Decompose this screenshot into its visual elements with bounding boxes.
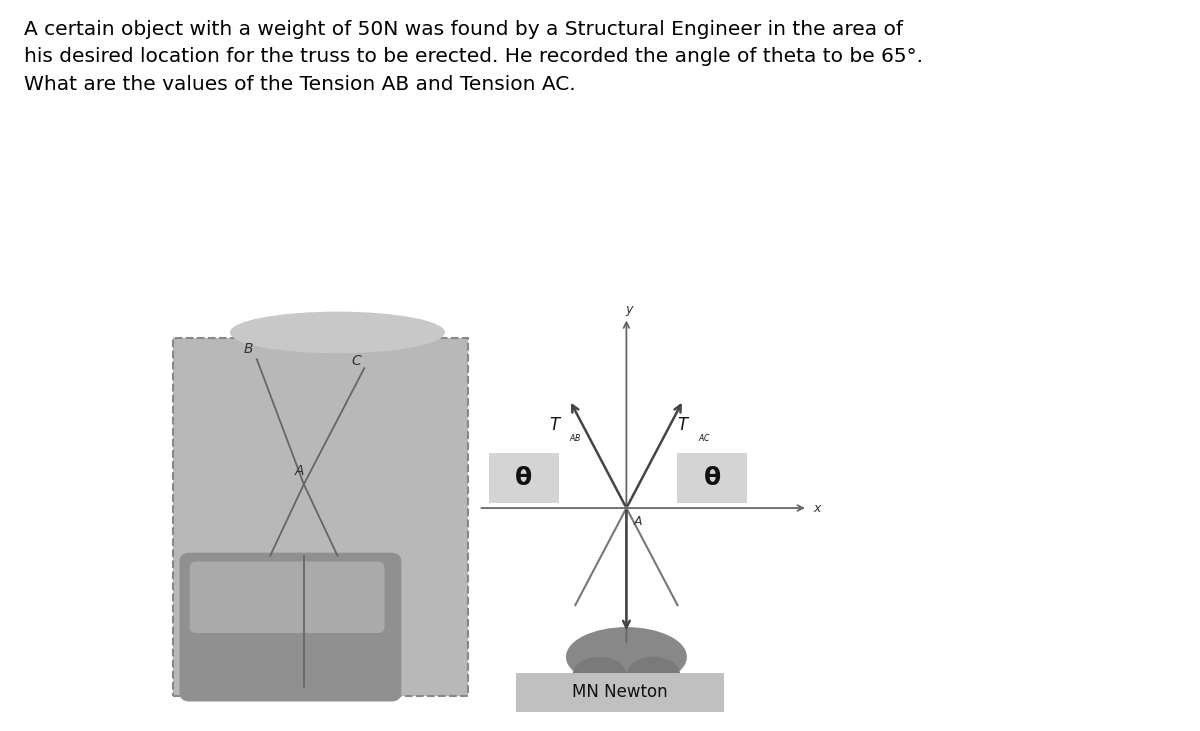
Ellipse shape (230, 311, 445, 353)
Text: θ: θ (515, 466, 533, 490)
Text: A certain object with a weight of 50N was found by a Structural Engineer in the : A certain object with a weight of 50N wa… (24, 20, 923, 94)
Text: $y$: $y$ (625, 304, 635, 318)
Text: $_{AC}$: $_{AC}$ (697, 433, 710, 445)
Ellipse shape (572, 657, 626, 692)
Text: $_{AB}$: $_{AB}$ (569, 433, 582, 445)
Text: $C$: $C$ (350, 355, 362, 368)
FancyBboxPatch shape (190, 561, 384, 633)
Bar (677, 452, 748, 503)
Text: θ: θ (703, 466, 721, 490)
Text: $B$: $B$ (244, 342, 254, 356)
Bar (488, 452, 559, 503)
Text: $A$: $A$ (294, 464, 305, 478)
Bar (173, 338, 468, 696)
Text: $A$: $A$ (634, 515, 643, 528)
Text: $T$: $T$ (677, 417, 691, 434)
Text: $x$: $x$ (814, 501, 823, 515)
Ellipse shape (566, 627, 686, 686)
FancyBboxPatch shape (180, 553, 401, 702)
Text: MN Newton: MN Newton (572, 683, 667, 701)
Bar (516, 673, 724, 711)
Ellipse shape (626, 657, 680, 692)
Text: $T$: $T$ (548, 417, 562, 434)
